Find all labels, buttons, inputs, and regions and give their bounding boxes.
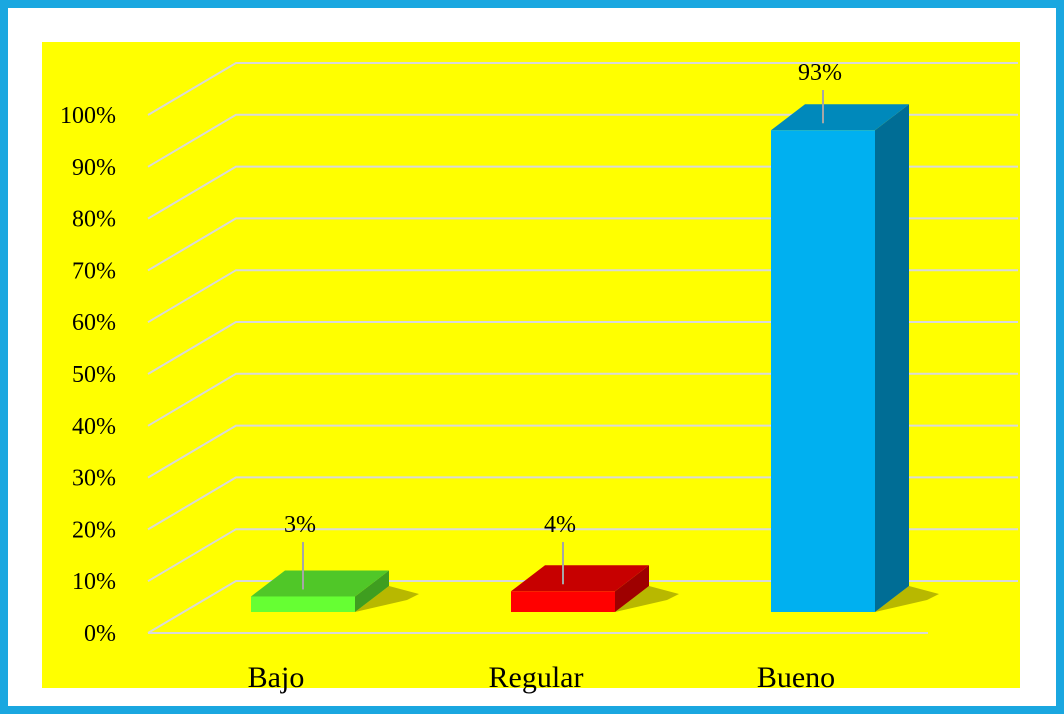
- gridline: [147, 217, 1018, 272]
- bar-regular: [511, 565, 679, 612]
- y-tick-label: 20%: [72, 517, 116, 543]
- gridline: [147, 580, 1018, 634]
- category-labels: Bajo Regular Bueno: [248, 661, 836, 694]
- gridline: [147, 424, 1018, 479]
- gridline: [147, 113, 1018, 168]
- bar-top: [771, 104, 909, 131]
- bar-shadow: [615, 586, 679, 612]
- bar-front: [251, 596, 355, 612]
- y-tick-label: 10%: [72, 569, 116, 595]
- y-tick-label: 30%: [72, 466, 116, 492]
- bar-front: [771, 130, 875, 612]
- x-category-label: Regular: [489, 661, 584, 694]
- bar-side: [355, 570, 389, 612]
- bar-shadow: [875, 586, 939, 612]
- y-tick-label: 80%: [72, 207, 116, 233]
- bar-shadow: [355, 586, 419, 612]
- gridline: [147, 476, 1018, 531]
- bar-bueno: [771, 104, 939, 612]
- bar-bajo: [251, 570, 419, 612]
- data-label: 3%: [284, 512, 316, 538]
- y-tick-label: 50%: [72, 362, 116, 388]
- y-tick-label: 70%: [72, 258, 116, 284]
- bar-top: [251, 570, 389, 597]
- gridline: [147, 165, 1018, 220]
- data-label: 93%: [798, 60, 842, 86]
- gridline: [147, 269, 1018, 324]
- y-axis-ticks: 0% 10% 20% 30% 40% 50% 60% 70% 80% 90% 100%: [60, 103, 116, 647]
- y-tick-label: 90%: [72, 155, 116, 181]
- bar-side: [615, 565, 649, 612]
- y-tick-label: 100%: [60, 103, 116, 129]
- data-label: 4%: [544, 512, 576, 538]
- bar-side: [875, 104, 909, 612]
- x-category-label: Bajo: [248, 661, 305, 694]
- x-category-label: Bueno: [757, 661, 835, 694]
- gridline: [147, 528, 1018, 583]
- y-tick-label: 40%: [72, 414, 116, 440]
- gridline: [147, 372, 1018, 427]
- data-labels: 3% 4% 93%: [284, 60, 842, 590]
- gridline: [147, 62, 1018, 116]
- gridline: [147, 321, 1018, 375]
- gridlines: [147, 62, 1018, 634]
- bars: [251, 104, 939, 612]
- y-tick-label: 0%: [84, 621, 116, 647]
- y-tick-label: 60%: [72, 310, 116, 336]
- bar-front: [511, 591, 615, 612]
- bar-top: [511, 565, 649, 592]
